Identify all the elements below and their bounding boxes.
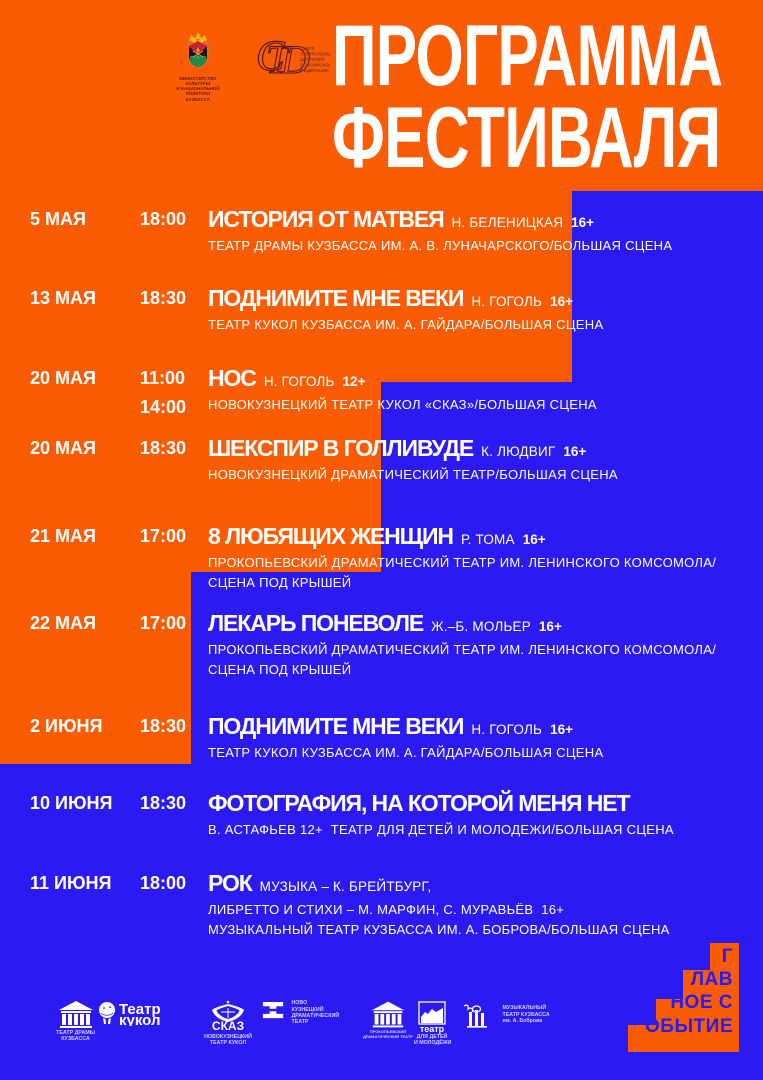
svg-text:театр: театр bbox=[420, 1024, 445, 1034]
svg-text:ФЕДЕРАЦИИ: ФЕДЕРАЦИИ bbox=[300, 68, 329, 73]
svg-text:кукол: кукол bbox=[119, 1012, 160, 1026]
svg-text:СКАЗ: СКАЗ bbox=[212, 1019, 244, 1033]
svg-text:ТЕАТРАЛЬНЫХ: ТЕАТРАЛЬНЫХ bbox=[300, 52, 330, 57]
svg-text:СОЮЗ: СОЮЗ bbox=[300, 46, 314, 51]
